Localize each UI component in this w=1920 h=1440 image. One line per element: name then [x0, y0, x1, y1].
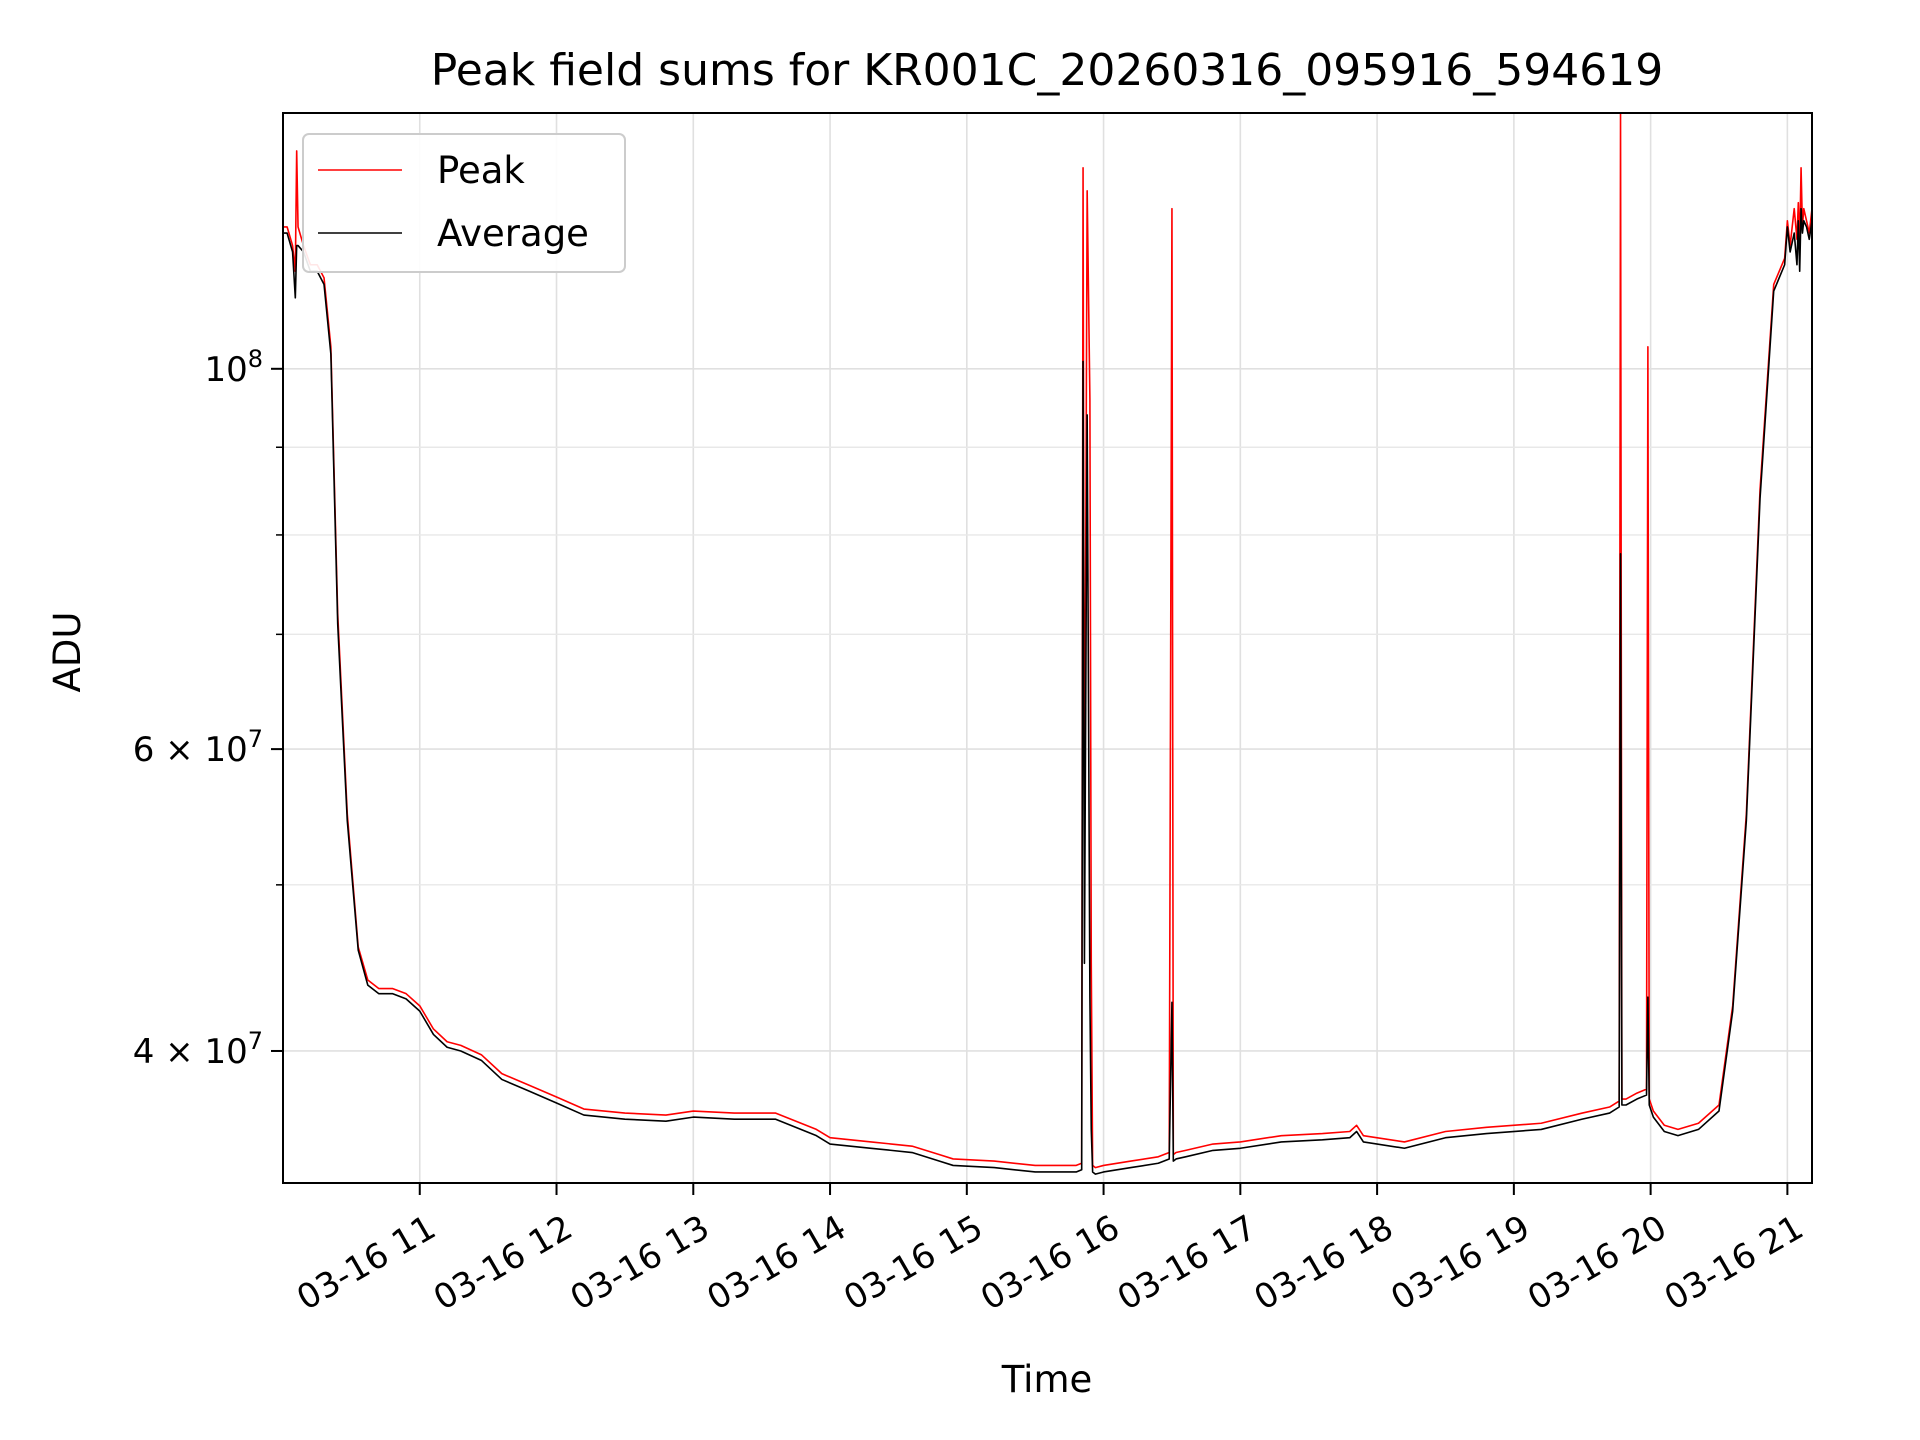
y-tick-label: 4 × 107 [133, 1027, 263, 1072]
plot-frame [282, 112, 1813, 1184]
y-tick-label: 108 [204, 345, 263, 390]
x-axis-label: Time [1001, 1358, 1093, 1401]
series-line-average [283, 207, 1812, 1175]
legend-label-average: Average [437, 212, 589, 255]
legend-box [302, 133, 626, 273]
y-tick-label: 6 × 107 [133, 725, 263, 770]
legend-label-peak: Peak [437, 149, 525, 192]
legend: Peak Average [302, 133, 626, 273]
y-axis-label: ADU [46, 612, 89, 693]
series-layer [283, 113, 1812, 1175]
chart-title: Peak field sums for KR001C_20260316_0959… [431, 45, 1663, 96]
grid-layer [283, 113, 1812, 1183]
